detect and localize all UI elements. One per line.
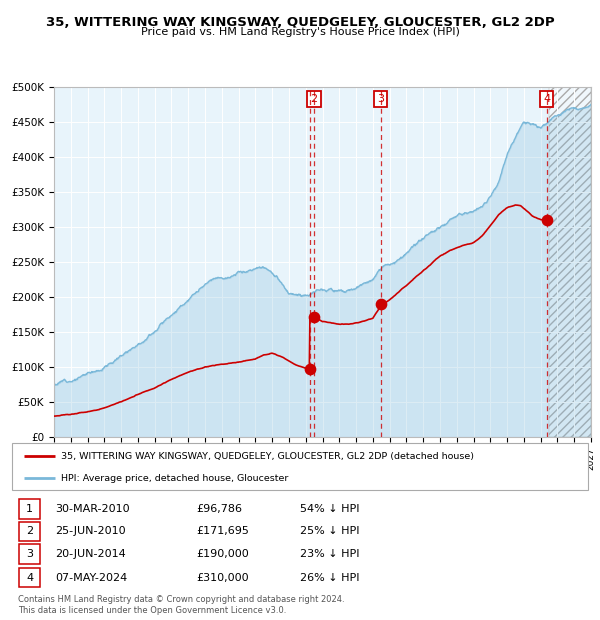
Text: 35, WITTERING WAY KINGSWAY, QUEDGELEY, GLOUCESTER, GL2 2DP (detached house): 35, WITTERING WAY KINGSWAY, QUEDGELEY, G… (61, 452, 474, 461)
Text: 23% ↓ HPI: 23% ↓ HPI (300, 549, 359, 559)
Text: 20-JUN-2014: 20-JUN-2014 (55, 549, 126, 559)
Text: Contains HM Land Registry data © Crown copyright and database right 2024.
This d: Contains HM Land Registry data © Crown c… (18, 595, 344, 614)
Text: 07-MAY-2024: 07-MAY-2024 (55, 572, 127, 583)
Bar (19, 499, 40, 519)
Text: £310,000: £310,000 (196, 572, 249, 583)
Point (305, 365, 314, 374)
Text: £190,000: £190,000 (196, 549, 249, 559)
Text: 25% ↓ HPI: 25% ↓ HPI (300, 526, 359, 536)
Bar (19, 544, 40, 564)
Text: 35, WITTERING WAY KINGSWAY, QUEDGELEY, GLOUCESTER, GL2 2DP: 35, WITTERING WAY KINGSWAY, QUEDGELEY, G… (46, 16, 554, 29)
Text: 4: 4 (26, 572, 33, 583)
Point (376, 299, 386, 309)
Text: 3: 3 (377, 94, 384, 104)
Text: 54% ↓ HPI: 54% ↓ HPI (300, 504, 359, 514)
Bar (549, 87, 591, 437)
Text: 25-JUN-2010: 25-JUN-2010 (55, 526, 126, 536)
Text: 3: 3 (26, 549, 33, 559)
Point (542, 215, 551, 225)
Bar (19, 568, 40, 587)
Text: 26% ↓ HPI: 26% ↓ HPI (300, 572, 359, 583)
Text: 2: 2 (26, 526, 33, 536)
Text: £171,695: £171,695 (196, 526, 249, 536)
Bar (19, 521, 40, 541)
Point (309, 312, 319, 322)
Text: £96,786: £96,786 (196, 504, 242, 514)
Text: HPI: Average price, detached house, Gloucester: HPI: Average price, detached house, Glou… (61, 474, 289, 483)
Text: Price paid vs. HM Land Registry's House Price Index (HPI): Price paid vs. HM Land Registry's House … (140, 27, 460, 37)
Text: 2: 2 (310, 94, 317, 104)
Text: 30-MAR-2010: 30-MAR-2010 (55, 504, 130, 514)
Text: 1: 1 (26, 504, 33, 514)
Bar (549, 87, 591, 437)
Text: 4: 4 (543, 94, 550, 104)
